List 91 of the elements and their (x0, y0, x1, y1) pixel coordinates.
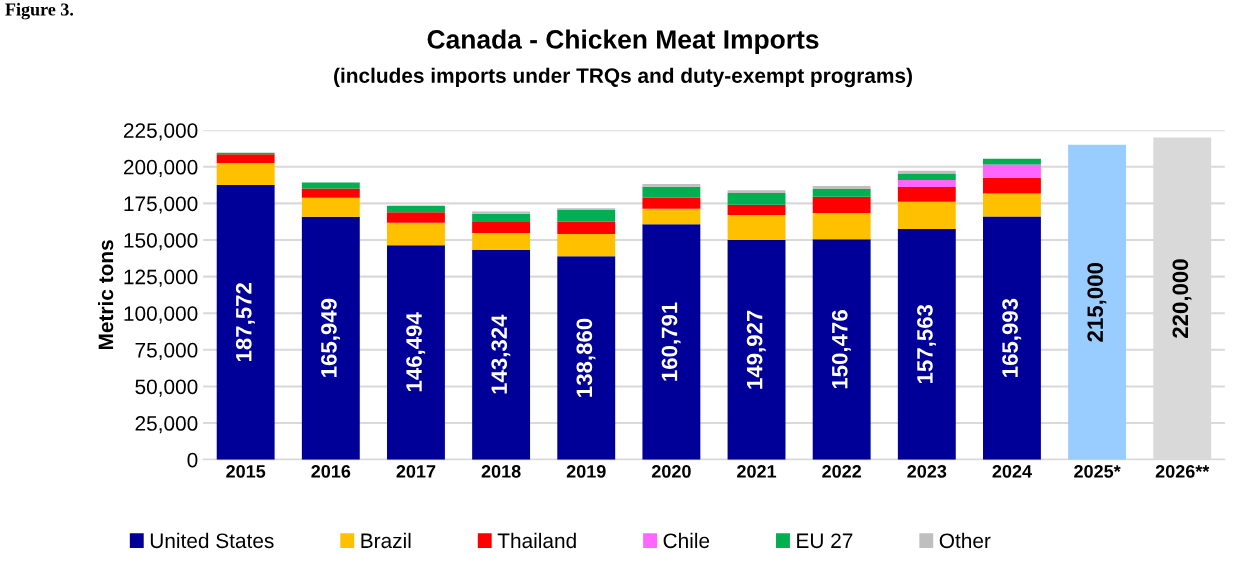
legend-label: United States (150, 532, 274, 549)
legend-label: Brazil (361, 532, 411, 549)
x-tick-label: 2022 (822, 464, 862, 478)
bar (557, 234, 616, 257)
bar (301, 216, 360, 460)
x-tick-label: 2015 (226, 464, 266, 478)
bar (1068, 144, 1127, 460)
bar (897, 228, 956, 460)
data-label: 150,476 (831, 310, 851, 389)
bar (472, 211, 531, 214)
bar (642, 184, 701, 187)
data-label: 157,563 (917, 304, 936, 384)
data-label: 138,860 (576, 318, 596, 397)
bar (812, 189, 871, 197)
bar (897, 201, 956, 229)
bar (216, 154, 275, 164)
x-tick-label: 2025* (1074, 464, 1121, 478)
bar (897, 173, 956, 181)
bar (812, 239, 871, 460)
y-tick-label: 100,000 (124, 306, 198, 324)
bar (301, 197, 360, 217)
bar (812, 196, 871, 214)
bar (557, 210, 616, 222)
bar (301, 182, 360, 189)
x-tick-label: 2023 (907, 464, 947, 478)
x-tick-label: 2026** (1155, 464, 1210, 478)
bar (812, 186, 871, 190)
bar (897, 180, 956, 187)
legend-label: Thailand (497, 532, 576, 549)
bar (387, 205, 445, 213)
x-tick-label: 2024 (992, 464, 1032, 478)
data-label: 160,791 (661, 302, 681, 381)
data-label: 165,949 (321, 298, 340, 377)
chart-title: Canada - Chicken Meat Imports (427, 29, 819, 55)
bar (897, 186, 956, 202)
x-tick-label: 2016 (311, 464, 351, 478)
bar (727, 215, 786, 241)
bar (472, 213, 531, 222)
y-axis-title: Metric tons (97, 240, 114, 350)
bar (983, 164, 1041, 178)
legend-label: Chile (663, 532, 710, 549)
bar (557, 256, 616, 460)
data-label: 187,572 (235, 283, 255, 362)
y-tick-label: 175,000 (124, 196, 198, 214)
data-label: 149,927 (746, 310, 766, 389)
bar (642, 208, 701, 225)
bar (216, 184, 275, 460)
bar (812, 213, 871, 240)
bar (983, 193, 1041, 217)
bar (301, 188, 360, 198)
y-tick-label: 225,000 (123, 123, 198, 141)
x-tick-label: 2019 (566, 464, 606, 478)
bar (983, 216, 1041, 460)
bar (727, 192, 786, 205)
bar (983, 158, 1041, 165)
legend-label: EU 27 (797, 533, 853, 549)
data-label: 143,324 (491, 314, 511, 394)
data-label: 220,000 (1172, 259, 1192, 338)
y-tick-label: 75,000 (135, 342, 198, 361)
bar (387, 245, 445, 460)
y-tick-label: 150,000 (124, 233, 198, 251)
bar (472, 249, 531, 460)
data-label: 165,993 (1002, 298, 1022, 377)
bar (727, 240, 786, 460)
bar (642, 224, 701, 460)
data-label: 146,494 (406, 312, 426, 392)
chart-subtitle: (includes imports under TRQs and duty-exempt programs) (334, 67, 912, 88)
x-tick-label: 2018 (481, 464, 521, 478)
y-tick-label: 25,000 (135, 416, 198, 434)
bar (557, 221, 616, 235)
bar (897, 170, 956, 174)
bar (983, 177, 1041, 194)
bar (387, 222, 445, 246)
x-tick-label: 2021 (737, 464, 777, 478)
y-tick-label: 125,000 (124, 269, 198, 287)
bar (727, 190, 786, 193)
y-tick-label: 0 (187, 452, 198, 468)
bar (472, 232, 531, 250)
legend-label: Other (939, 532, 991, 549)
caption: Figure 3. (5, 2, 74, 20)
bar (387, 212, 445, 223)
bar (642, 197, 701, 209)
bar (472, 221, 531, 233)
y-tick-label: 200,000 (123, 159, 198, 178)
x-tick-label: 2020 (651, 464, 691, 478)
x-tick-label: 2017 (396, 464, 436, 478)
y-tick-label: 50,000 (135, 379, 198, 397)
bar (642, 186, 701, 198)
bar (216, 163, 275, 185)
bar (727, 204, 786, 216)
data-label: 215,000 (1087, 262, 1107, 342)
